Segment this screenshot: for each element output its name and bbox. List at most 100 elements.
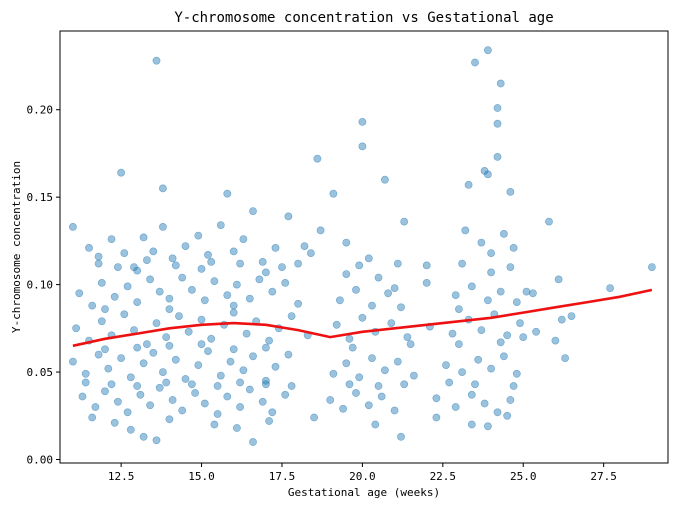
data-point	[120, 249, 129, 257]
data-point	[88, 301, 97, 310]
data-point	[261, 380, 270, 389]
data-point	[223, 291, 232, 299]
data-point	[551, 336, 560, 345]
data-point	[236, 259, 244, 268]
data-point	[223, 189, 232, 198]
data-point	[345, 334, 354, 343]
data-point	[133, 266, 142, 275]
data-point	[236, 403, 244, 411]
data-point	[477, 326, 486, 334]
x-axis-label: Gestational age (weeks)	[288, 486, 440, 499]
data-point	[493, 408, 502, 417]
data-point	[406, 340, 415, 348]
data-point	[371, 420, 380, 429]
data-point	[648, 263, 656, 271]
y-tick-label: 0.20	[27, 104, 54, 117]
data-point	[123, 282, 132, 291]
data-point	[483, 422, 492, 431]
data-point	[249, 207, 257, 215]
data-point	[242, 329, 251, 338]
data-point	[200, 399, 209, 408]
data-point	[448, 329, 457, 338]
data-point	[146, 401, 154, 410]
data-point	[493, 152, 502, 161]
data-point	[503, 411, 512, 420]
data-point	[294, 299, 302, 308]
data-point	[178, 273, 187, 282]
data-point	[261, 268, 270, 277]
data-point	[397, 303, 405, 312]
data-point	[335, 296, 344, 305]
data-point	[474, 355, 483, 364]
data-point	[281, 278, 290, 287]
data-point	[171, 355, 180, 364]
data-point	[287, 382, 296, 390]
data-point	[380, 175, 389, 184]
data-point	[477, 238, 486, 247]
data-point	[268, 287, 277, 296]
data-point	[471, 58, 479, 67]
data-point	[506, 187, 515, 196]
data-point	[114, 263, 122, 271]
data-point	[133, 343, 142, 352]
data-point	[300, 242, 309, 250]
data-point	[155, 287, 164, 296]
data-point	[496, 79, 505, 88]
y-axis: 0.00 0.05 0.10 0.15 0.20	[27, 104, 60, 467]
data-point	[117, 354, 125, 362]
data-point	[496, 287, 505, 296]
data-point	[120, 310, 129, 319]
data-point	[229, 345, 238, 354]
data-point	[342, 238, 351, 247]
data-point	[368, 354, 376, 362]
data-point	[133, 382, 142, 390]
data-point	[313, 154, 322, 163]
data-point	[232, 424, 241, 432]
data-point	[81, 378, 90, 387]
data-point	[91, 403, 100, 411]
data-point	[158, 222, 167, 231]
data-point	[94, 350, 103, 359]
data-point	[509, 382, 518, 390]
data-point	[200, 296, 209, 305]
data-point	[258, 397, 267, 406]
data-point	[368, 301, 376, 310]
data-point	[458, 259, 466, 268]
data-point	[210, 420, 219, 429]
data-point	[229, 247, 238, 256]
x-tick-label: 12.5	[108, 470, 135, 483]
data-point	[123, 408, 132, 417]
data-point	[191, 389, 199, 397]
data-point	[316, 226, 325, 235]
data-point	[467, 390, 476, 399]
data-point	[467, 282, 476, 291]
data-point	[454, 340, 463, 348]
data-point	[390, 284, 399, 292]
data-point	[499, 229, 508, 238]
data-point	[261, 343, 270, 352]
data-point	[213, 410, 222, 418]
data-point	[384, 289, 392, 298]
data-point	[136, 390, 145, 399]
data-point	[142, 340, 151, 348]
data-point	[445, 378, 454, 387]
data-point	[165, 294, 174, 303]
data-point	[142, 256, 151, 264]
data-point	[117, 168, 125, 177]
data-point	[133, 298, 142, 306]
data-point	[567, 312, 576, 320]
data-point	[175, 312, 183, 320]
data-point	[197, 264, 206, 273]
data-point	[194, 231, 203, 240]
data-point	[229, 308, 238, 317]
data-point	[483, 46, 492, 55]
x-tick-label: 15.0	[188, 470, 215, 483]
data-point	[364, 401, 373, 410]
data-point	[606, 284, 614, 292]
data-point	[114, 397, 122, 406]
data-point	[397, 432, 405, 441]
data-point	[207, 334, 216, 343]
data-point	[178, 406, 187, 415]
data-point	[181, 375, 190, 383]
data-point	[97, 317, 106, 326]
